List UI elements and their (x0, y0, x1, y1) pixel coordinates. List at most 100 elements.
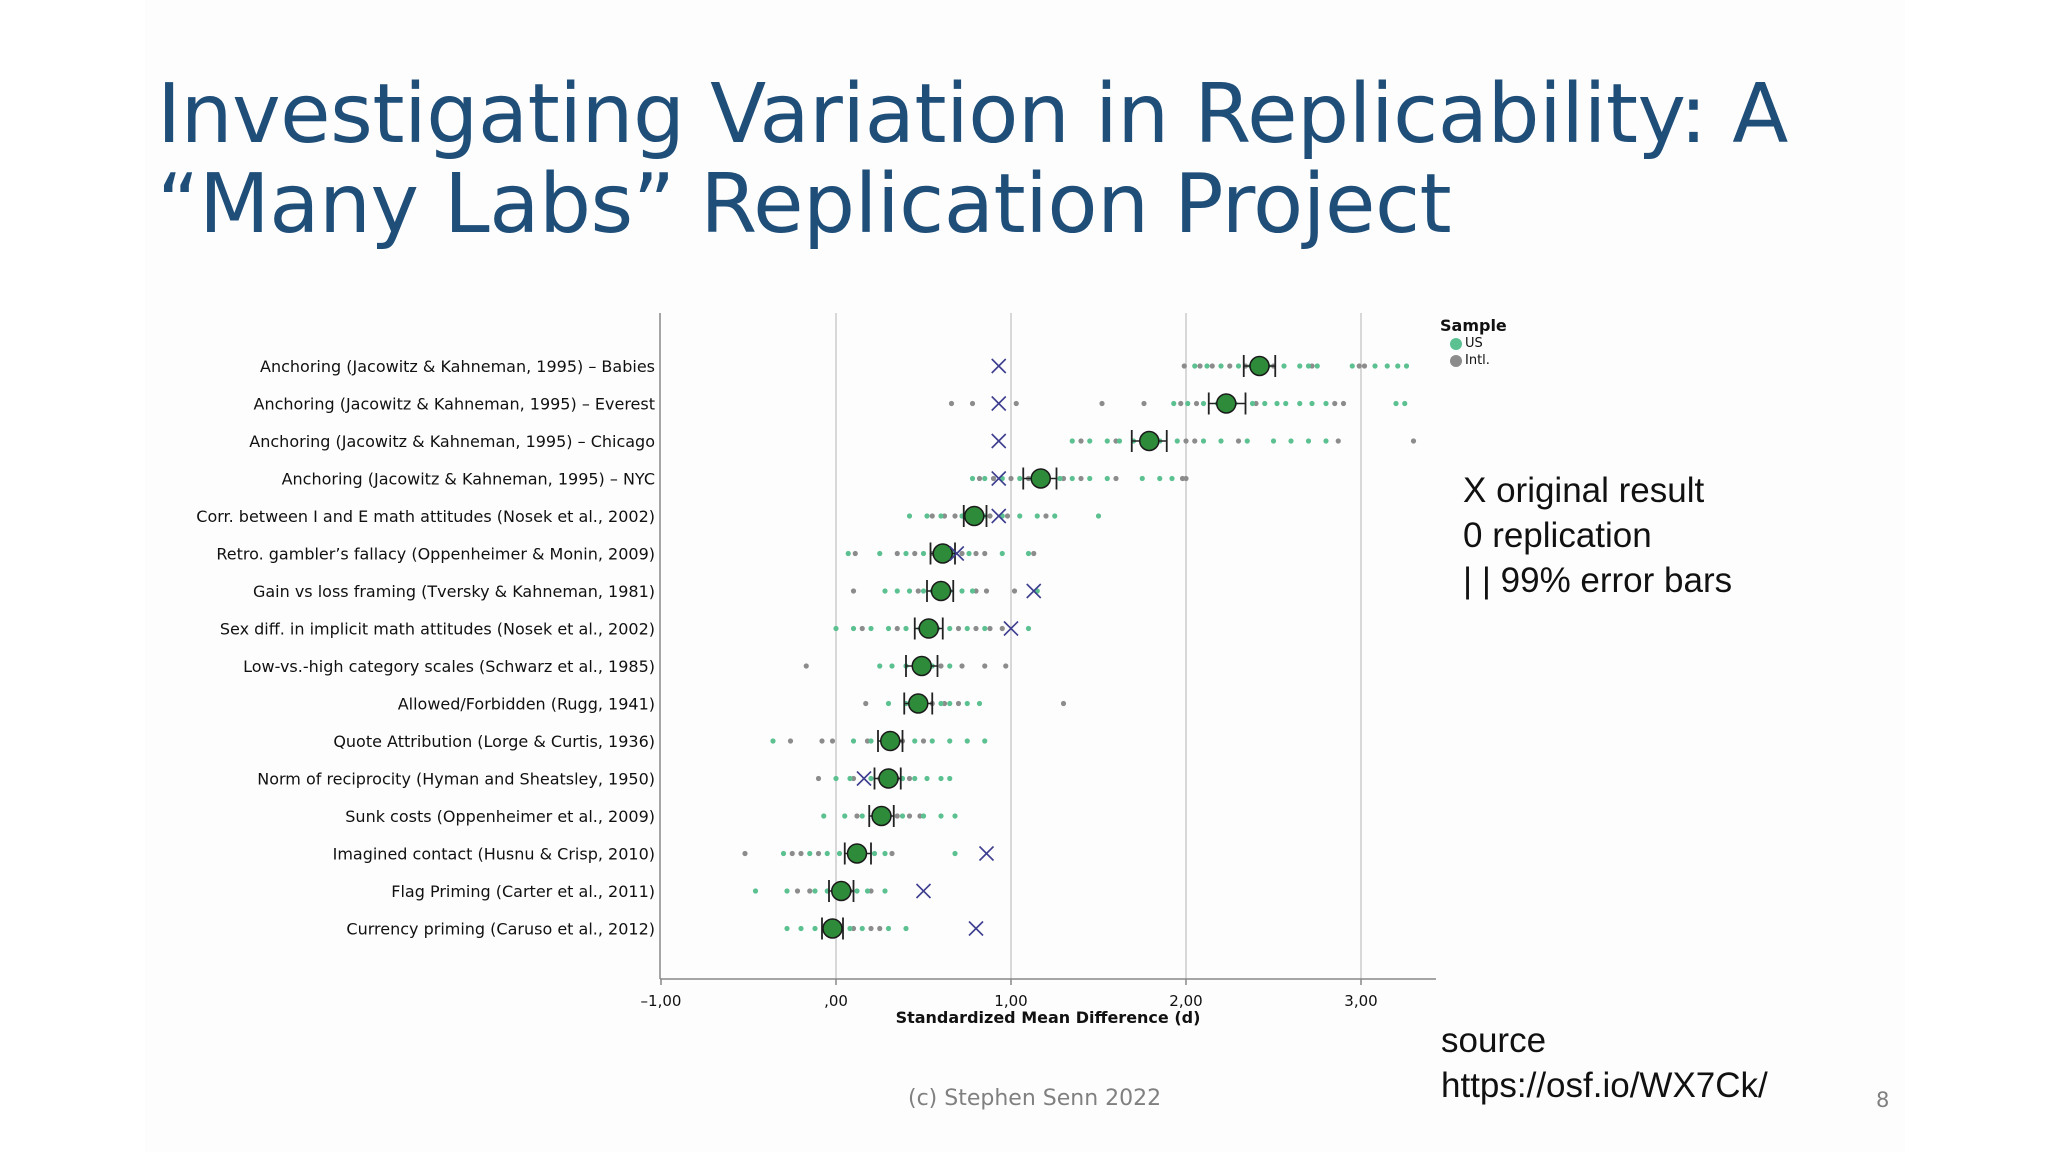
lab-point-intl (1197, 363, 1203, 369)
lab-point-intl (920, 738, 927, 744)
lab-point-intl (742, 850, 748, 857)
lab-point-intl (983, 588, 990, 594)
lab-point-intl (894, 550, 900, 557)
lab-point-intl (906, 813, 913, 819)
lab-point-us (833, 775, 839, 782)
replication-point (918, 618, 939, 639)
lab-point-intl (1335, 438, 1341, 444)
lab-point-us (798, 925, 804, 932)
lab-point-us (1305, 363, 1312, 369)
x-tick-label: 1,00 (994, 992, 1027, 1010)
row-label: Imagined contact (Husnu & Crisp, 2010) (333, 845, 655, 864)
legend-swatch-us (1450, 337, 1462, 350)
lab-point-intl (948, 400, 955, 407)
lab-point-us (1297, 400, 1303, 407)
lab-point-intl (829, 738, 836, 744)
lab-point-intl (987, 625, 993, 632)
lab-point-us (1244, 438, 1250, 444)
lab-point-us (1171, 400, 1177, 407)
lab-point-us (938, 513, 944, 519)
original-result-marker (949, 545, 965, 562)
lab-point-intl (850, 588, 857, 594)
lab-point-us (877, 663, 883, 669)
lab-point-us (924, 775, 930, 782)
lab-point-us (1095, 513, 1102, 519)
lab-point-us (864, 888, 871, 894)
lab-point-intl (807, 888, 813, 894)
lab-point-intl (794, 888, 801, 894)
lab-point-us (859, 925, 865, 932)
lab-point-intl (789, 850, 795, 857)
lab-point-us (836, 850, 843, 857)
lab-point-us (1069, 475, 1075, 482)
row-label: Anchoring (Jacowitz & Kahneman, 1995) – … (249, 432, 655, 451)
lab-point-intl (1060, 700, 1067, 707)
lab-point-intl (987, 513, 993, 519)
lab-point-us (877, 550, 883, 557)
lab-point-us (938, 775, 944, 782)
lab-point-us (842, 813, 848, 819)
original-result-marker (968, 920, 984, 937)
legend-item-intl: Intl. (1450, 352, 1507, 369)
replication-point (1249, 355, 1270, 377)
lab-point-us (850, 625, 857, 632)
legend-title: Sample (1440, 316, 1507, 335)
lab-point-us (903, 925, 909, 932)
lab-point-us (859, 813, 865, 819)
lab-point-us (952, 813, 958, 819)
lab-point-us (1262, 400, 1268, 407)
lab-point-us (1309, 400, 1315, 407)
lab-point-us (906, 588, 913, 594)
slide-background (145, 0, 1905, 1152)
lab-point-us (920, 550, 927, 557)
lab-point-us (947, 775, 953, 782)
lab-point-intl (1004, 513, 1011, 519)
lab-point-intl (889, 850, 895, 857)
lab-point-us (812, 925, 818, 932)
replication-point (878, 768, 899, 789)
lab-point-us (964, 738, 970, 744)
lab-point-intl (815, 850, 822, 857)
lab-point-us (938, 700, 944, 707)
lab-point-us (882, 588, 888, 594)
lab-point-intl (955, 625, 962, 632)
lab-point-us (1249, 400, 1256, 407)
lab-point-us (1034, 513, 1040, 519)
lab-point-us (1157, 475, 1163, 482)
lab-point-intl (1141, 400, 1147, 407)
x-tick-label: ,00 (824, 992, 848, 1010)
lab-point-us (1218, 363, 1224, 369)
replication-point (1216, 393, 1237, 414)
note-replication: 0 replication (1463, 516, 1652, 555)
lab-point-us (1281, 363, 1287, 369)
row-label: Gain vs loss framing (Tversky & Kahneman… (253, 582, 655, 601)
lab-point-intl (976, 475, 983, 482)
row-label: Flag Priming (Carter et al., 2011) (391, 882, 655, 901)
lab-point-us (770, 738, 776, 744)
lab-point-intl (1178, 400, 1184, 407)
lab-point-us (1052, 513, 1058, 519)
lab-point-us (833, 625, 839, 632)
original-result-marker (915, 883, 932, 899)
legend-swatch-intl (1450, 354, 1462, 367)
replication-point (1139, 430, 1160, 452)
row-label: Norm of reciprocity (Hyman and Sheatsley… (257, 770, 655, 789)
lab-point-intl (1113, 475, 1119, 482)
lab-point-intl (990, 475, 997, 482)
row-label: Sunk costs (Oppenheimer et al., 2009) (345, 807, 655, 826)
lab-point-intl (1043, 513, 1049, 519)
replication-point (880, 730, 901, 752)
row-label: Low-vs.-high category scales (Schwarz et… (243, 657, 655, 676)
lab-point-intl (803, 663, 809, 669)
replication-point (846, 843, 868, 864)
lab-point-us (824, 850, 830, 857)
lab-point-us (899, 813, 906, 819)
lab-point-intl (1078, 438, 1084, 444)
lab-point-us (1288, 438, 1294, 444)
lab-point-us (1393, 400, 1399, 407)
lab-point-us (812, 888, 818, 894)
source-label: source (1441, 1021, 1547, 1060)
original-result-marker (991, 470, 1007, 487)
source-link[interactable]: https://osf.io/WX7Ck/ (1441, 1066, 1768, 1105)
row-label: Quote Attribution (Lorge & Curtis, 1936) (333, 732, 655, 751)
